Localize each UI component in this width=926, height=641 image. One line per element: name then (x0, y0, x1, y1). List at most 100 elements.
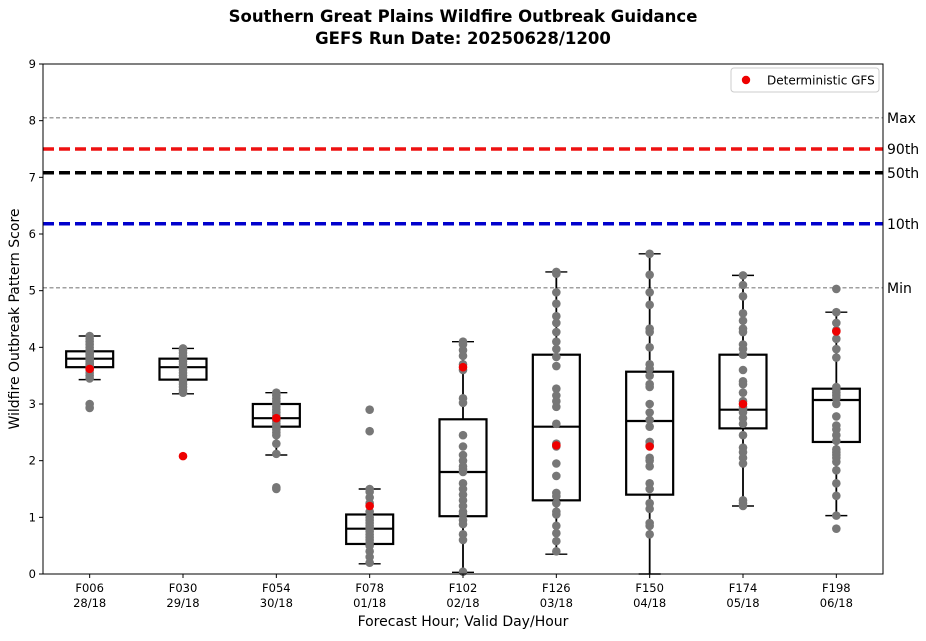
member-point (552, 352, 561, 362)
chart-title-line2: GEFS Run Date: 20250628/1200 (315, 29, 611, 48)
reference-label-min: Min (887, 281, 912, 297)
member-point (552, 510, 561, 519)
member-point (832, 334, 841, 344)
member-point (738, 316, 748, 326)
member-point (645, 530, 654, 539)
member-point (552, 471, 561, 481)
member-point (458, 442, 468, 451)
member-point (832, 399, 841, 409)
y-tick-label: 3 (29, 397, 36, 411)
reference-label-max: Max (887, 111, 916, 127)
member-point (458, 430, 468, 440)
member-point (645, 327, 654, 337)
member-point (738, 280, 748, 290)
member-point (738, 459, 748, 468)
member-point (272, 439, 281, 448)
box-group-f054 (251, 388, 301, 494)
x-tick-label-valid: 03/18 (540, 596, 573, 610)
x-tick-label-valid: 30/18 (260, 596, 293, 610)
member-point (552, 419, 561, 429)
member-point (552, 269, 561, 278)
member-point (645, 484, 654, 494)
member-point (645, 249, 654, 259)
legend: Deterministic GFS (730, 67, 880, 93)
x-tick-label-hour: F054 (262, 581, 291, 595)
member-point (738, 309, 748, 318)
member-point (832, 479, 841, 488)
member-point (645, 504, 654, 514)
gfs-point (458, 362, 468, 372)
member-point (458, 351, 468, 361)
legend-marker (741, 75, 751, 85)
member-point (832, 457, 841, 467)
x-tick-label-hour: F150 (635, 581, 664, 595)
member-point (645, 371, 654, 380)
y-tick-label: 6 (29, 227, 36, 241)
x-tick-label-valid: 05/18 (726, 596, 759, 610)
member-point (645, 399, 654, 409)
x-tick-label-hour: F126 (542, 581, 571, 595)
chart-title-line1: Southern Great Plains Wildfire Outbreak … (229, 7, 698, 26)
member-point (832, 318, 841, 328)
member-point (738, 419, 748, 429)
reference-lines: Max 90th 50th 10th Min (43, 111, 919, 297)
gfs-point (178, 451, 188, 461)
member-point (832, 353, 841, 362)
x-tick-label-valid: 28/18 (73, 596, 106, 610)
x-tick-label-hour: F102 (449, 581, 478, 595)
y-axis-label: Wildfire Outbreak Pattern Score (7, 208, 23, 429)
box-group-f150 (625, 249, 675, 575)
reference-label-50th: 50th (887, 166, 919, 182)
member-point (738, 350, 748, 360)
member-point (738, 379, 748, 389)
member-point (645, 270, 654, 280)
member-point (645, 415, 654, 425)
legend-label: Deterministic GFS (767, 74, 875, 88)
box-group-f126 (531, 267, 581, 556)
member-point (832, 524, 841, 533)
member-point (832, 412, 841, 421)
gfs-point (832, 327, 841, 336)
member-point (738, 292, 748, 301)
member-point (645, 364, 654, 374)
y-tick-label: 5 (29, 284, 36, 298)
member-point (552, 311, 561, 321)
gfs-point (645, 442, 654, 451)
y-tick-label: 8 (29, 114, 36, 128)
box-plots (65, 249, 861, 577)
member-point (645, 422, 654, 431)
y-tick-label: 2 (29, 454, 36, 468)
member-point (458, 398, 468, 408)
x-tick-label-valid: 02/18 (446, 596, 479, 610)
box-group-f174 (718, 271, 768, 511)
gfs-point (85, 364, 94, 374)
member-point (832, 466, 841, 475)
x-tick-label-hour: F174 (729, 581, 758, 595)
member-point (85, 403, 94, 413)
member-point (552, 459, 561, 468)
member-point (552, 384, 561, 394)
box-group-f102 (438, 337, 488, 577)
member-point (738, 271, 748, 280)
member-point (552, 402, 561, 412)
member-point (552, 344, 561, 354)
reference-label-10th: 10th (887, 217, 919, 233)
member-point (832, 491, 841, 501)
member-point (552, 327, 561, 337)
member-point (272, 449, 281, 459)
member-point (832, 284, 841, 294)
member-point (365, 558, 374, 567)
x-tick-label-hour: F006 (75, 581, 104, 595)
gfs-point (365, 501, 374, 511)
member-point (552, 299, 561, 309)
member-point (552, 547, 561, 556)
member-point (738, 501, 748, 511)
member-point (552, 498, 561, 508)
member-point (552, 521, 561, 531)
member-point (85, 374, 94, 383)
x-tick-label-valid: 01/18 (353, 596, 386, 610)
member-point (552, 536, 561, 546)
member-point (552, 288, 561, 297)
member-point (552, 361, 561, 371)
